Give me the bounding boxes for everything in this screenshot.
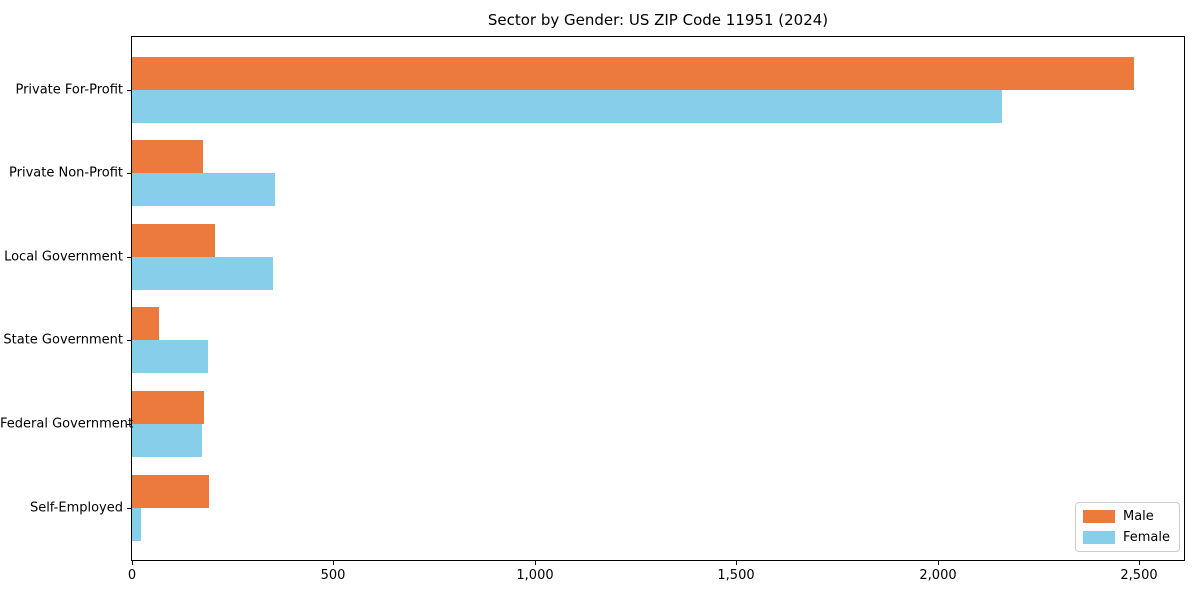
x-tick-label: 0	[127, 568, 137, 583]
y-tick	[127, 257, 131, 258]
bar-male-2	[132, 223, 215, 257]
x-tick-label: 500	[320, 568, 346, 583]
y-tick	[127, 173, 131, 174]
bar-female-1	[132, 173, 275, 207]
x-tick	[535, 560, 536, 565]
x-tick	[333, 560, 334, 565]
y-tick	[127, 424, 131, 425]
y-tick-label: Federal Government	[0, 416, 134, 432]
bar-male-5	[132, 474, 209, 508]
legend-label-male: Male	[1122, 509, 1154, 524]
x-tick-label: 2,500	[1120, 568, 1158, 583]
y-tick-label: Private Non-Profit	[9, 165, 123, 181]
y-tick-label: State Government	[3, 332, 123, 348]
x-tick	[938, 560, 939, 565]
chart-title: Sector by Gender: US ZIP Code 11951 (202…	[487, 11, 829, 29]
legend: Male Female	[1074, 502, 1180, 552]
legend-item-female: Female	[1082, 530, 1170, 545]
bar-male-0	[132, 56, 1134, 90]
x-tick-label: 1,500	[717, 568, 755, 583]
y-tick	[127, 90, 131, 91]
legend-swatch-male	[1082, 510, 1115, 523]
y-tick-label: Private For-Profit	[15, 82, 123, 98]
legend-swatch-female	[1082, 531, 1115, 544]
x-tick-label: 1,000	[516, 568, 554, 583]
bar-female-5	[132, 507, 141, 541]
x-tick	[736, 560, 737, 565]
y-tick	[127, 508, 131, 509]
bar-male-3	[132, 307, 159, 341]
bar-female-0	[132, 89, 1002, 123]
y-tick	[127, 340, 131, 341]
bar-female-3	[132, 340, 208, 374]
legend-label-female: Female	[1122, 530, 1170, 545]
legend-item-male: Male	[1082, 509, 1170, 524]
y-tick-label: Local Government	[4, 249, 123, 265]
x-tick	[1139, 560, 1140, 565]
plot-area: Male Female	[131, 36, 1185, 561]
x-tick	[132, 560, 133, 565]
bar-male-1	[132, 140, 203, 174]
bar-female-2	[132, 256, 273, 290]
y-tick-label: Self-Employed	[29, 500, 123, 516]
x-tick-label: 2,000	[919, 568, 957, 583]
bar-male-4	[132, 390, 204, 424]
bar-female-4	[132, 423, 202, 457]
